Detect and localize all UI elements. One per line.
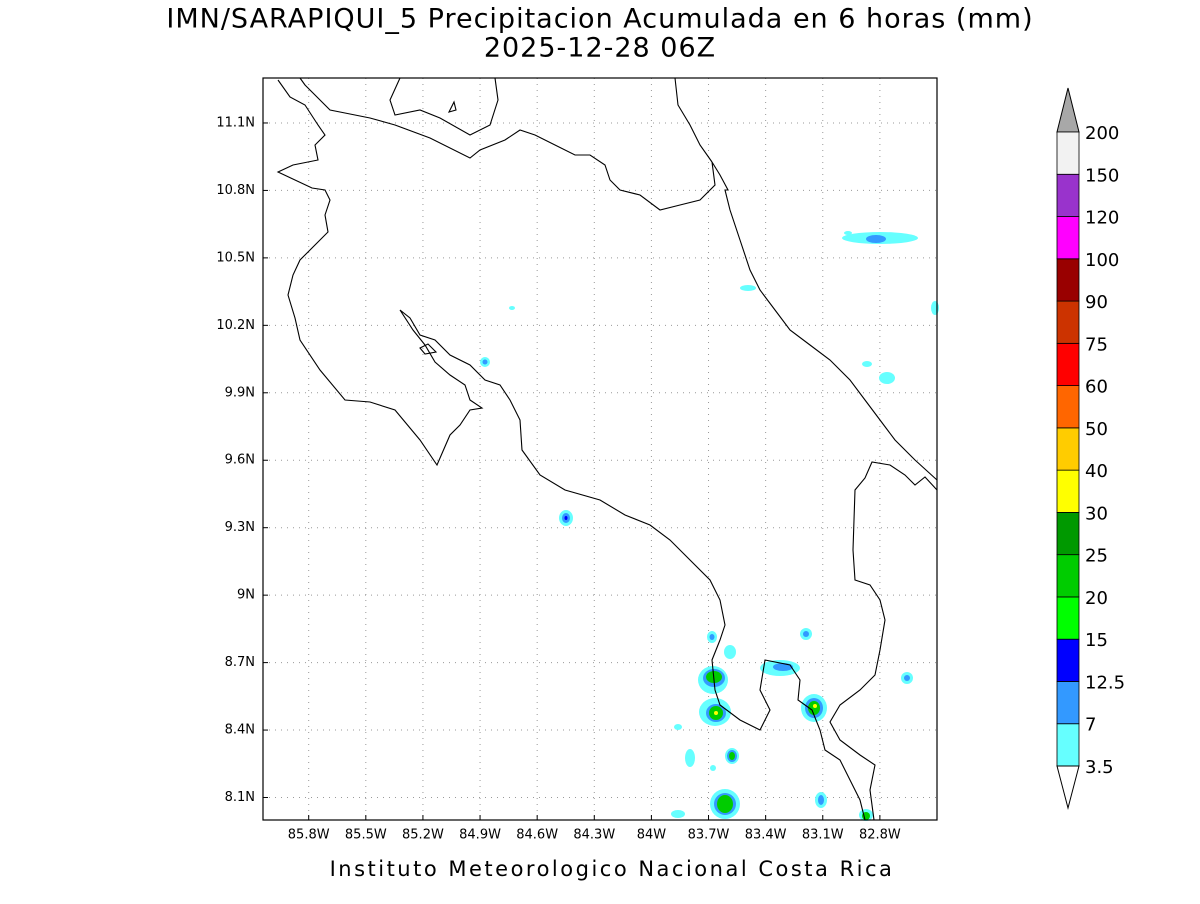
y-tick-label: 9.9N xyxy=(225,385,255,400)
chart-subtitle: 2025-12-28 06Z xyxy=(484,33,716,64)
y-tick-label: 8.1N xyxy=(225,790,255,805)
colorbar-label: 150 xyxy=(1085,165,1119,186)
colorbar-label: 3.5 xyxy=(1085,757,1114,778)
colorbar-segment xyxy=(1056,427,1080,471)
colorbar-label: 200 xyxy=(1085,123,1119,144)
coastline xyxy=(447,100,457,113)
colorbar-segment xyxy=(1056,342,1080,387)
x-tick-label: 84.3W xyxy=(573,828,615,843)
coastline xyxy=(299,77,938,481)
colorbar-label: 20 xyxy=(1085,588,1108,609)
rain-area xyxy=(803,631,809,637)
x-tick-label: 84W xyxy=(637,828,667,843)
y-tick-label: 11.1N xyxy=(216,115,255,130)
rain-area xyxy=(674,724,682,730)
y-tick-label: 10.2N xyxy=(216,318,255,333)
colorbar-segment xyxy=(1056,469,1080,513)
rain-area xyxy=(729,752,735,760)
colorbar-segment xyxy=(1056,385,1080,429)
coastline xyxy=(674,77,713,163)
coastline xyxy=(276,79,866,821)
y-tick-label: 9N xyxy=(237,588,255,603)
colorbar-segment xyxy=(1056,173,1080,217)
y-tick-label: 9.3N xyxy=(225,520,255,535)
colorbar-label: 100 xyxy=(1085,250,1119,271)
map-frame xyxy=(262,77,938,821)
rain-area xyxy=(879,372,895,384)
rain-area xyxy=(710,765,716,771)
footer: Instituto Meteorologico Nacional Costa R… xyxy=(330,857,895,881)
colorbar-segment xyxy=(1056,216,1080,260)
colorbar-label: 25 xyxy=(1085,546,1108,567)
rain-area xyxy=(709,634,715,640)
rain-area xyxy=(773,663,793,671)
colorbar-segment xyxy=(1056,638,1080,682)
x-tick-label: 85.2W xyxy=(402,828,444,843)
y-tick-label: 10.8N xyxy=(216,183,255,198)
colorbar-segment xyxy=(1056,723,1080,767)
rain-area xyxy=(714,711,718,715)
colorbar-label: 90 xyxy=(1085,292,1108,313)
colorbar-over xyxy=(1056,87,1080,133)
coastline xyxy=(389,77,499,136)
rain-area xyxy=(818,795,824,805)
colorbar-label: 7 xyxy=(1085,715,1096,736)
rain-area xyxy=(482,359,488,365)
y-tick-label: 8.4N xyxy=(225,723,255,738)
coastline xyxy=(419,343,438,355)
rain-area xyxy=(808,701,820,715)
colorbar-segment xyxy=(1056,512,1080,556)
colorbar-label: 40 xyxy=(1085,461,1108,482)
colorbar-segment xyxy=(1056,300,1080,344)
x-tick-label: 85.5W xyxy=(345,828,387,843)
x-tick-label: 84.9W xyxy=(459,828,501,843)
colorbar-segment xyxy=(1056,258,1080,302)
colorbar-label: 12.5 xyxy=(1085,672,1125,693)
y-tick-label: 9.6N xyxy=(225,453,255,468)
rain-area xyxy=(685,749,695,767)
precipitation xyxy=(480,231,939,821)
rain-area xyxy=(904,675,910,681)
colorbar-label: 75 xyxy=(1085,334,1108,355)
colorbar-label: 15 xyxy=(1085,630,1108,651)
rain-area xyxy=(671,810,685,818)
rain-area xyxy=(844,231,852,235)
colorbar-label: 120 xyxy=(1085,208,1119,229)
colorbar-segment xyxy=(1056,554,1080,598)
rain-area xyxy=(866,235,886,243)
x-tick-label: 83.7W xyxy=(688,828,730,843)
rain-area xyxy=(862,361,872,367)
colorbar-under xyxy=(1056,765,1080,810)
y-tick-label: 8.7N xyxy=(225,655,255,670)
rain-area xyxy=(509,306,515,310)
x-tick-label: 83.1W xyxy=(802,828,844,843)
chart-title: IMN/SARAPIQUI_5 Precipitacion Acumulada … xyxy=(166,4,1033,35)
colorbar: 3.5 7 12.5 15 20 25 30 40 50 60 75 90 100 120 150 200 xyxy=(1056,87,1125,810)
colorbar-segment xyxy=(1056,131,1080,175)
y-tick-label: 10.5N xyxy=(216,250,255,265)
x-tick-label: 85.8W xyxy=(288,828,330,843)
rain-area xyxy=(931,301,939,315)
x-tick-label: 84.6W xyxy=(516,828,558,843)
rain-area xyxy=(740,285,756,291)
colorbar-segment xyxy=(1056,681,1080,725)
colorbar-label: 30 xyxy=(1085,503,1108,524)
colorbar-segment xyxy=(1056,596,1080,640)
coastlines xyxy=(276,77,938,821)
rain-area xyxy=(813,704,817,708)
rain-area xyxy=(717,795,733,813)
x-tick-label: 83.4W xyxy=(745,828,787,843)
x-tick-label: 82.8W xyxy=(859,828,901,843)
axes: 85.8W 85.5W 85.2W 84.9W 84.6W 84.3W 84W 83.7W 83… xyxy=(216,115,901,842)
coastline xyxy=(829,461,938,821)
rain-area xyxy=(724,645,736,659)
grid xyxy=(263,78,937,820)
colorbar-label: 50 xyxy=(1085,419,1108,440)
colorbar-label: 60 xyxy=(1085,377,1108,398)
rain-area xyxy=(564,516,568,520)
